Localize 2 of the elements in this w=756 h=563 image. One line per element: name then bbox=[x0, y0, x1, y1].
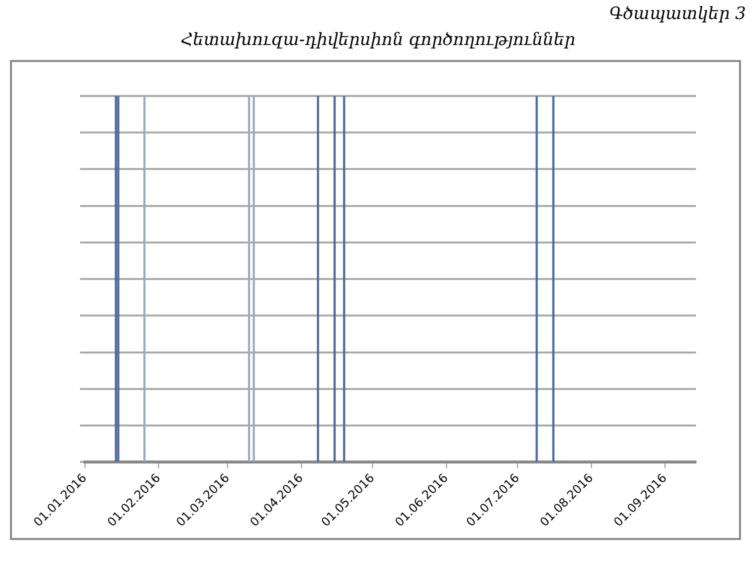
chart-title: Հետախուզա-դիվերսիոն գործողություններ bbox=[180, 30, 576, 50]
text: Գծապատկեր 3 bbox=[609, 4, 746, 24]
